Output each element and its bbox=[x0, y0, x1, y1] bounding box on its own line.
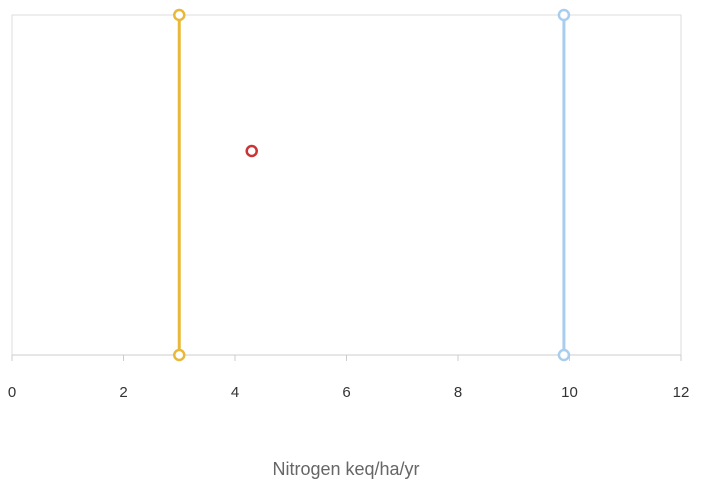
x-tick-label: 0 bbox=[8, 384, 16, 401]
series-line bbox=[557, 8, 571, 362]
data-point[interactable] bbox=[173, 8, 186, 22]
x-tick-label: 12 bbox=[673, 384, 690, 401]
x-axis-ticks: 0 2 4 6 8 10 12 bbox=[8, 355, 690, 401]
x-tick-label: 2 bbox=[119, 384, 127, 401]
x-tick-label: 4 bbox=[231, 384, 239, 401]
series-line bbox=[173, 8, 186, 362]
plot-area bbox=[11, 14, 682, 356]
data-point[interactable] bbox=[173, 348, 186, 362]
data-point[interactable] bbox=[245, 144, 258, 158]
data-point[interactable] bbox=[557, 348, 571, 362]
x-tick-label: 6 bbox=[342, 384, 350, 401]
series-layer bbox=[173, 8, 571, 362]
data-point[interactable] bbox=[557, 8, 571, 22]
series-points bbox=[245, 144, 258, 158]
x-tick-label: 8 bbox=[454, 384, 462, 401]
x-tick-label: 10 bbox=[561, 384, 578, 401]
x-axis-title: Nitrogen keq/ha/yr bbox=[272, 459, 419, 479]
